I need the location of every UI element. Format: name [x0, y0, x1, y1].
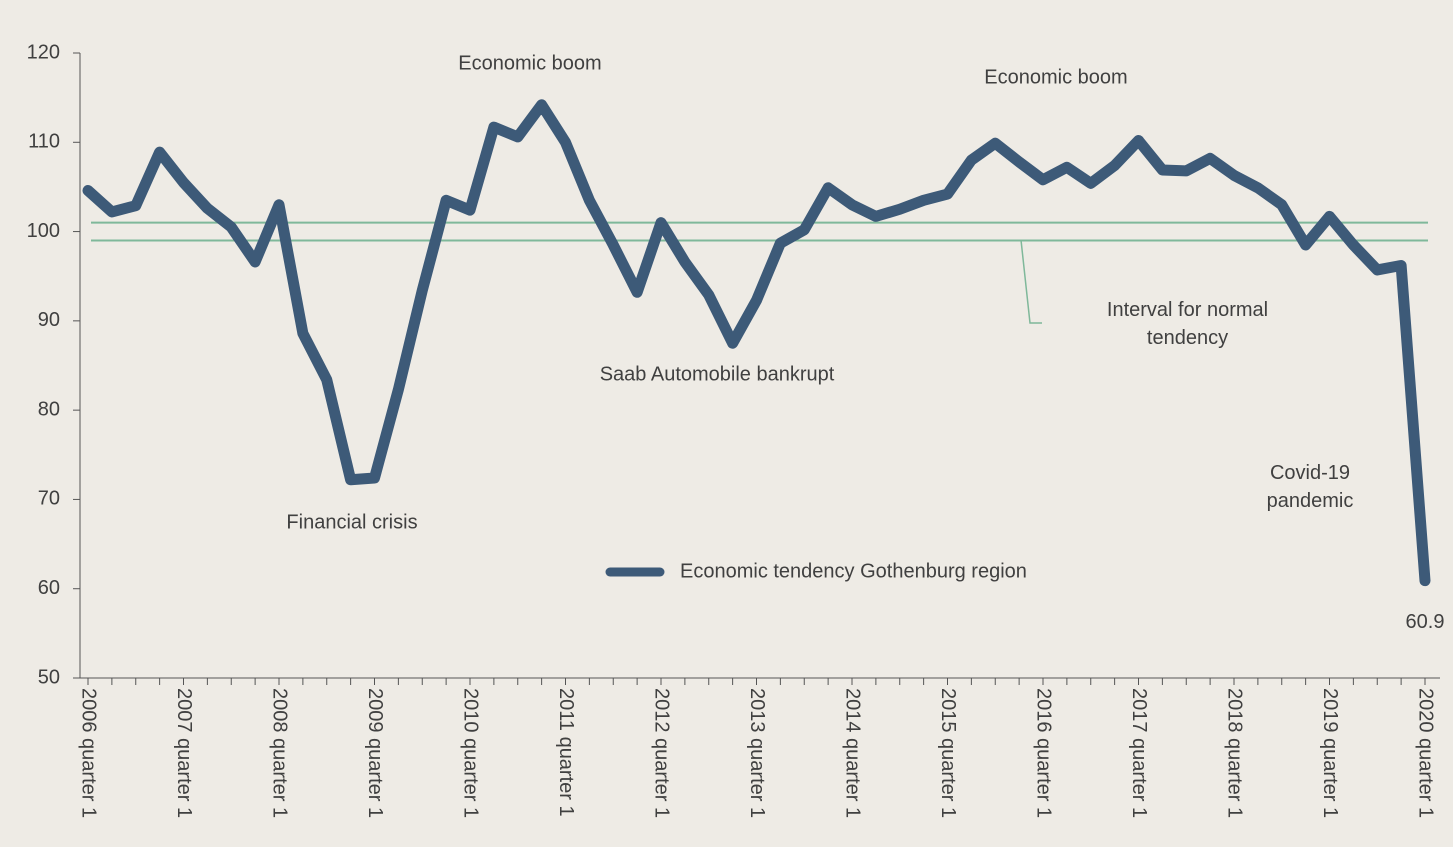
y-tick-label: 70 — [38, 488, 60, 510]
x-tick-label: 2020 quarter 1 — [1415, 688, 1437, 818]
legend-label: Economic tendency Gothenburg region — [680, 560, 1027, 582]
annotation-connector — [1020, 239, 1042, 324]
y-tick-label: 90 — [38, 309, 60, 331]
annotation: Financial crisis — [286, 511, 417, 533]
data-label: 60.9 — [1406, 611, 1445, 633]
annotation-box: Interval for normal tendency — [1106, 299, 1269, 349]
series-line — [82, 99, 1431, 587]
x-tick-label: 2015 quarter 1 — [937, 688, 959, 818]
x-tick-label: 2008 quarter 1 — [269, 688, 291, 818]
y-tick-label: 50 — [38, 666, 60, 688]
x-tick-label: 2013 quarter 1 — [746, 688, 768, 818]
x-tick-label: 2009 quarter 1 — [364, 688, 386, 818]
annotation: Covid-19 pandemic — [1266, 462, 1354, 512]
x-tick-label: 2007 quarter 1 — [173, 688, 195, 818]
annotation: Saab Automobile bankrupt — [600, 363, 835, 385]
y-tick-label: 110 — [28, 131, 60, 153]
x-tick-label: 2012 quarter 1 — [651, 688, 673, 818]
x-tick-label: 2006 quarter 1 — [78, 688, 100, 818]
annotation: Economic boom — [458, 52, 601, 74]
x-tick-label: 2016 quarter 1 — [1033, 688, 1055, 818]
annotation-box: Covid-19 pandemic — [1266, 462, 1354, 512]
y-tick-label: 80 — [38, 398, 60, 420]
x-tick-label: 2018 quarter 1 — [1224, 688, 1246, 818]
x-tick-label: 2017 quarter 1 — [1128, 688, 1150, 818]
annotation: Economic boom — [984, 66, 1127, 88]
x-tick-label: 2011 quarter 1 — [555, 688, 577, 817]
x-tick-label: 2014 quarter 1 — [842, 688, 864, 818]
x-tick-label: 2010 quarter 1 — [460, 688, 482, 818]
x-tick-label: 2019 quarter 1 — [1319, 688, 1341, 818]
y-tick-label: 120 — [27, 41, 60, 63]
annotation: Interval for normal tendency — [1106, 299, 1269, 349]
y-tick-label: 100 — [27, 220, 60, 242]
y-tick-label: 60 — [38, 577, 60, 599]
